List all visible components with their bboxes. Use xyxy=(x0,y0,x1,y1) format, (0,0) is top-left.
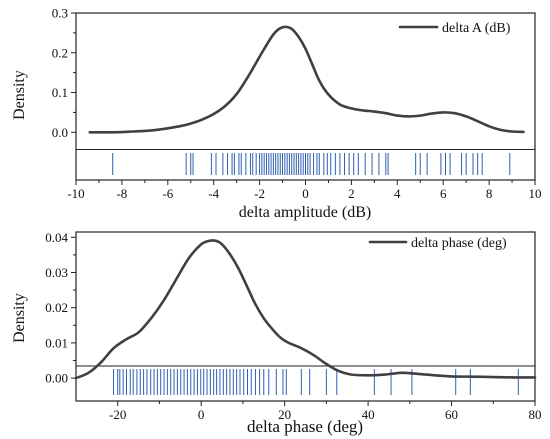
x-tick-label: 0 xyxy=(302,186,309,201)
x-tick-label: -10 xyxy=(67,186,84,201)
legend-label: delta A (dB) xyxy=(442,21,511,36)
y-tick-label: 0.01 xyxy=(45,335,68,350)
x-tick-label: 6 xyxy=(440,186,447,201)
plot-frame xyxy=(75,231,536,402)
x-tick-label: -20 xyxy=(109,407,126,422)
x-axis-title: delta amplitude (dB) xyxy=(239,204,371,221)
y-tick-label: 0.02 xyxy=(45,300,68,315)
x-tick-label: 40 xyxy=(362,407,375,422)
y-tick-label: 0.03 xyxy=(45,265,68,280)
x-tick-label: 20 xyxy=(278,407,291,422)
x-tick-label: 0 xyxy=(198,407,205,422)
y-tick-label: 0.0 xyxy=(52,125,68,140)
density-curve-line xyxy=(74,239,537,380)
y-axis-ticks: 0.00 0.01 0.02 0.03 0.04 xyxy=(45,230,76,386)
x-tick-label: -6 xyxy=(162,186,173,201)
x-axis-ticks: -20 0 20 40 60 80 xyxy=(109,401,542,422)
phase-density-panel: -20 0 20 40 60 80 0.00 0.01 0.02 0.03 0.04 delta … xyxy=(11,230,542,436)
rug-marks xyxy=(113,369,519,395)
legend-label: delta phase (deg) xyxy=(411,236,507,251)
x-tick-label: 10 xyxy=(529,186,542,201)
y-axis-title: Density xyxy=(11,293,28,343)
x-axis-title: delta phase (deg) xyxy=(247,417,363,436)
y-axis-title: Density xyxy=(11,70,28,120)
y-tick-label: 0.1 xyxy=(52,85,68,100)
x-tick-label: -4 xyxy=(208,186,219,201)
x-tick-label: -8 xyxy=(116,186,127,201)
y-tick-label: 0.00 xyxy=(45,371,68,386)
y-tick-label: 0.3 xyxy=(52,6,68,21)
x-tick-label: -2 xyxy=(254,186,265,201)
x-tick-label: 8 xyxy=(486,186,493,201)
x-axis-ticks: -10 -8 -6 -4 -2 0 2 4 6 8 10 xyxy=(67,180,542,201)
x-tick-label: 2 xyxy=(348,186,355,201)
y-tick-label: 0.2 xyxy=(52,45,68,60)
x-tick-label: 4 xyxy=(394,186,401,201)
x-tick-label: 60 xyxy=(445,407,458,422)
y-tick-label: 0.04 xyxy=(45,230,68,245)
rug-marks xyxy=(112,153,511,175)
density-curve-line xyxy=(88,25,525,134)
y-axis-ticks: 0.0 0.1 0.2 0.3 xyxy=(52,6,76,140)
amplitude-density-panel: -10 -8 -6 -4 -2 0 2 4 6 8 10 0.0 0.1 0.2 0.3 delta A … xyxy=(11,6,542,222)
x-tick-label: 80 xyxy=(529,407,542,422)
